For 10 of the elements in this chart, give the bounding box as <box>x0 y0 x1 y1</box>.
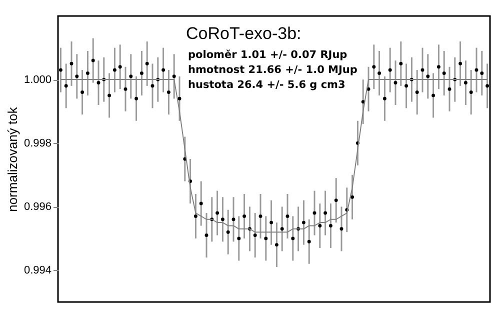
annotation: poloměr 1.01 +/- 0.07 RJup <box>188 49 348 61</box>
chart-title: CoRoT-exo-3b: <box>186 24 302 43</box>
annotation: hustota 26.4 +/- 5.6 g cm3 <box>188 79 346 91</box>
y-axis-title: normalizovaný tok <box>4 106 20 212</box>
line-series <box>60 79 488 233</box>
y-tick-label: 0.994 <box>24 264 52 277</box>
y-tick-label: 1.000 <box>24 74 52 86</box>
y-tick-label: 0.996 <box>24 201 52 214</box>
annotation: hmotnost 21.66 +/- 1.0 MJup <box>188 64 358 76</box>
y-tick-label: 0.998 <box>24 138 52 150</box>
